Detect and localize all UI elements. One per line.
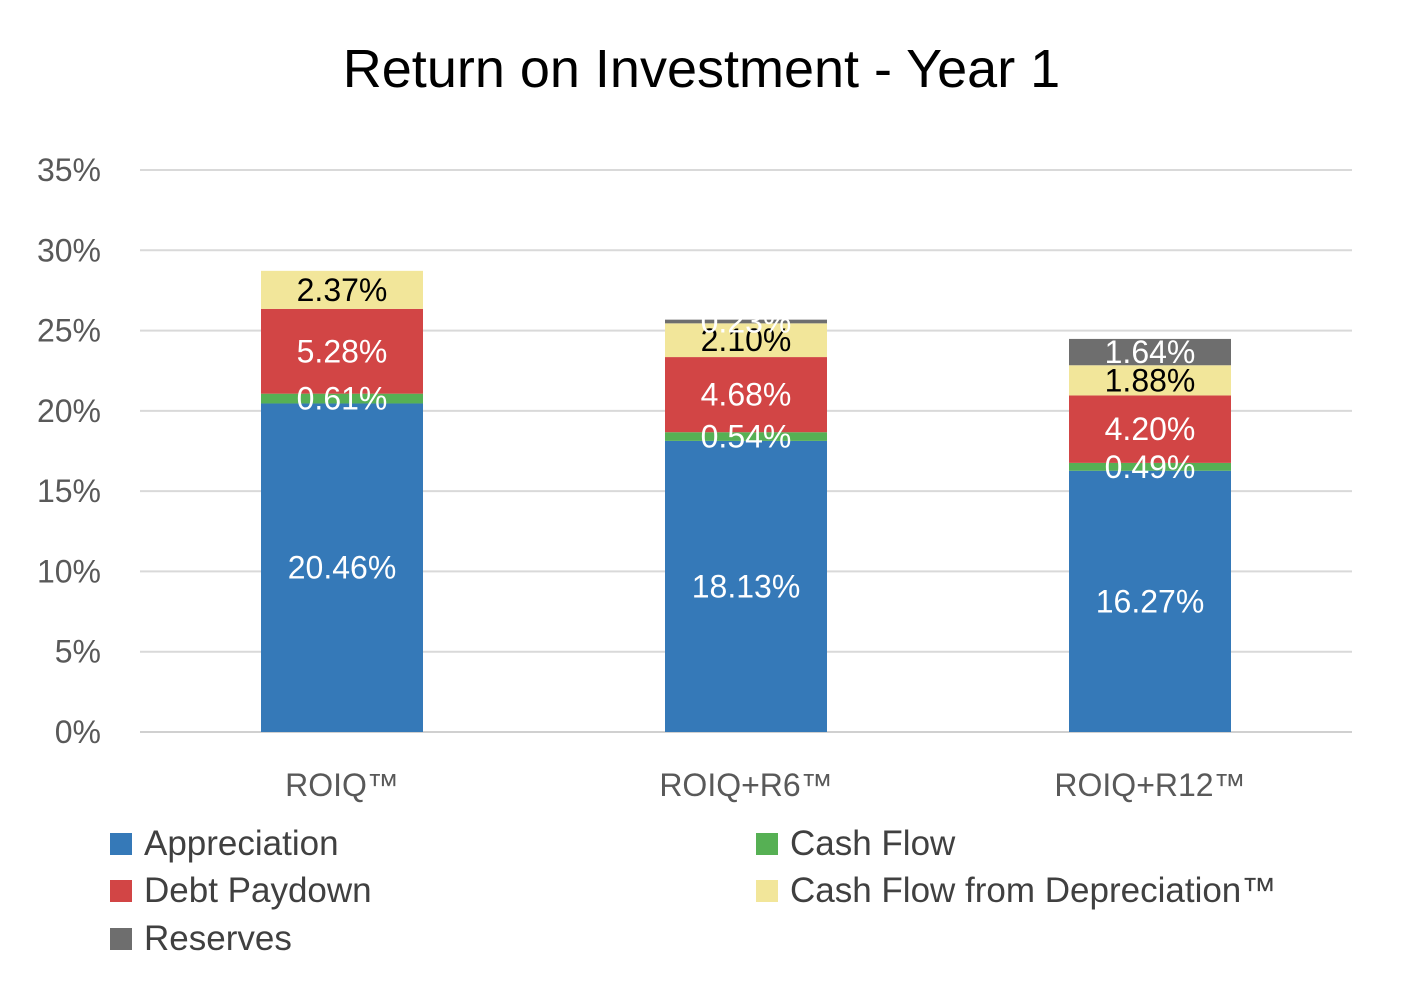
x-tick-label: ROIQ+R6™ [659,767,832,803]
bar-segment [1069,462,1231,471]
y-tick-label: 25% [37,313,101,349]
data-label: 4.68% [701,377,792,413]
y-tick-label: 30% [37,232,101,268]
data-label: 2.37% [297,272,388,308]
chart-title: Return on Investment - Year 1 [342,39,1061,99]
bar-segment [665,357,827,433]
data-label: 1.88% [1105,362,1196,398]
bar-segment [261,308,423,394]
bar-segment [1069,365,1231,396]
data-label: 0.49% [1105,449,1196,485]
x-tick-label: ROIQ™ [285,767,399,803]
bar-segment [1069,395,1231,463]
data-label: 1.64% [1105,334,1196,370]
y-tick-label: 20% [37,393,101,429]
y-tick-label: 5% [55,634,101,670]
x-tick-label: ROIQ+R12™ [1054,767,1245,803]
data-label: 20.46% [288,550,397,586]
bar-segment [261,403,423,732]
data-label: 0.54% [701,419,792,455]
y-tick-label: 10% [37,553,101,589]
y-tick-label: 35% [37,152,101,188]
data-label: 5.28% [297,333,388,369]
bar-segment [665,432,827,441]
data-label: 18.13% [692,568,801,604]
bar-segment [261,393,423,404]
bar-segment [665,323,827,358]
bar-segment [1069,338,1231,366]
data-label: 0.23% [701,303,792,339]
data-label: 2.10% [701,322,792,358]
bar-segment [261,270,423,309]
bar-segment [665,440,827,732]
bar-segment [1069,470,1231,732]
y-tick-label: 15% [37,473,101,509]
data-label: 0.61% [297,381,388,417]
y-tick-label: 0% [55,714,101,750]
data-label: 16.27% [1096,583,1205,619]
bar-segment [665,319,827,324]
data-label: 4.20% [1105,411,1196,447]
